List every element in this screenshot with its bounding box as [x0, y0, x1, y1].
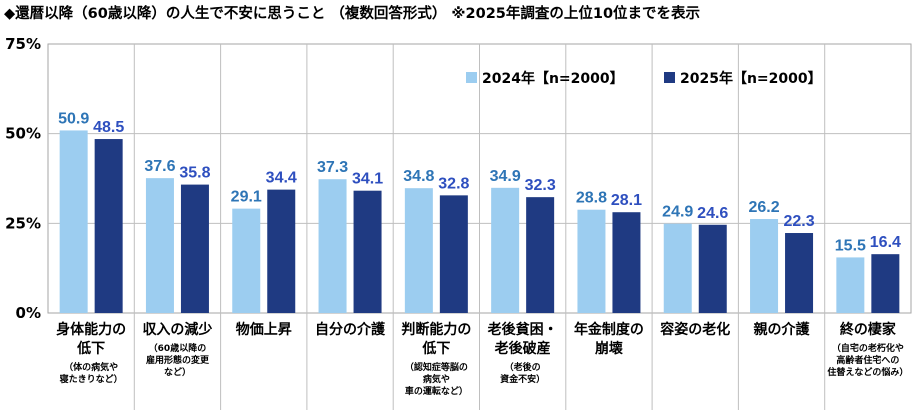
bar-2024	[836, 257, 865, 313]
legend-swatch-2025	[664, 72, 675, 83]
x-category-note: （60歳以降の	[149, 342, 207, 354]
x-category-label: 身体能力の	[56, 321, 126, 338]
y-tick-label-75pct: 75%	[5, 35, 41, 53]
x-category-note: 住替えなどの悩み）	[827, 366, 908, 378]
bar-2025	[94, 139, 123, 313]
bar-2024	[232, 208, 261, 313]
x-category-note: 高齢者住宅への	[836, 354, 899, 366]
x-category-note: 資金不安）	[500, 373, 545, 385]
data-label: 50.9	[58, 110, 89, 127]
bar-2024	[491, 187, 520, 313]
x-category-label: 老後貧困・	[488, 321, 558, 338]
data-label: 34.1	[352, 171, 383, 188]
y-tick-label-50pct: 50%	[5, 125, 41, 143]
x-category-note: 車の運転など）	[405, 385, 468, 397]
x-category-note: 寝たきりなど）	[60, 373, 123, 385]
data-label: 35.8	[179, 165, 210, 182]
data-label: 16.4	[870, 234, 901, 251]
x-category-label: 終の棲家	[840, 321, 897, 338]
data-label: 28.8	[576, 190, 607, 207]
data-label: 32.3	[525, 177, 556, 194]
x-category-note: 雇用形態の変更	[146, 354, 210, 366]
legend-label-2025: 2025年【n=2000】	[680, 70, 822, 87]
bar-2024	[750, 219, 779, 313]
bar-2024	[59, 130, 88, 313]
x-category-label: 年金制度の	[574, 321, 644, 338]
bar-2025	[353, 190, 382, 313]
y-tick-label-0pct: 0%	[16, 304, 41, 322]
x-category-label: 自分の介護	[315, 321, 386, 338]
x-category-note: など）	[164, 366, 191, 378]
data-label: 22.3	[783, 213, 814, 230]
data-label: 37.3	[317, 159, 348, 176]
x-category-label: 容姿の老化	[659, 321, 730, 338]
bar-2025	[698, 224, 727, 313]
x-category-label: 親の介護	[754, 321, 811, 338]
bar-2024	[663, 223, 692, 313]
legend-swatch-2024	[466, 72, 477, 83]
data-label: 34.4	[266, 170, 297, 187]
chart-title: ◆還暦以降（60歳以降）の人生で不安に思うこと （複数回答形式） ※2025年調…	[4, 6, 701, 22]
data-label: 34.8	[403, 168, 434, 185]
bar-2024	[404, 188, 433, 313]
x-category-note: 病気や	[423, 373, 450, 385]
x-category-label: 物価上昇	[236, 321, 292, 338]
x-category-label: 収入の減少	[142, 321, 212, 338]
y-tick-label-25pct: 25%	[5, 214, 41, 232]
data-label: 28.1	[611, 192, 642, 209]
data-label: 29.1	[231, 189, 262, 206]
data-label: 37.6	[144, 158, 175, 175]
x-category-note: （自宅の老朽化や	[832, 342, 904, 354]
data-label: 48.5	[93, 119, 124, 136]
x-category-label: 低下	[421, 340, 450, 357]
data-label: 32.8	[438, 175, 469, 192]
x-category-note: （老後の	[505, 361, 541, 373]
bar-2024	[577, 209, 606, 313]
bar-2024	[145, 178, 174, 313]
data-label: 26.2	[748, 199, 779, 216]
data-label: 34.9	[490, 168, 521, 185]
x-category-label: 判断能力の	[401, 321, 471, 338]
bar-2025	[267, 189, 296, 313]
bar-2025	[180, 184, 209, 313]
bar-2025	[439, 195, 468, 313]
x-category-label: 崩壊	[595, 340, 624, 357]
x-category-label: 老後破産	[495, 340, 551, 357]
x-category-label: 低下	[76, 340, 105, 357]
bar-2024	[318, 179, 347, 313]
legend-label-2024: 2024年【n=2000】	[482, 70, 624, 87]
x-category-note: （体の病気や	[64, 361, 118, 373]
x-category-note: （認知症等脳の	[405, 361, 468, 373]
data-label: 24.9	[662, 204, 693, 221]
bar-2025	[785, 233, 814, 313]
bar-2025	[612, 212, 641, 313]
bar-2025	[871, 254, 900, 313]
data-label: 24.6	[697, 205, 728, 222]
bar-2025	[526, 197, 555, 313]
data-label: 15.5	[835, 237, 866, 254]
